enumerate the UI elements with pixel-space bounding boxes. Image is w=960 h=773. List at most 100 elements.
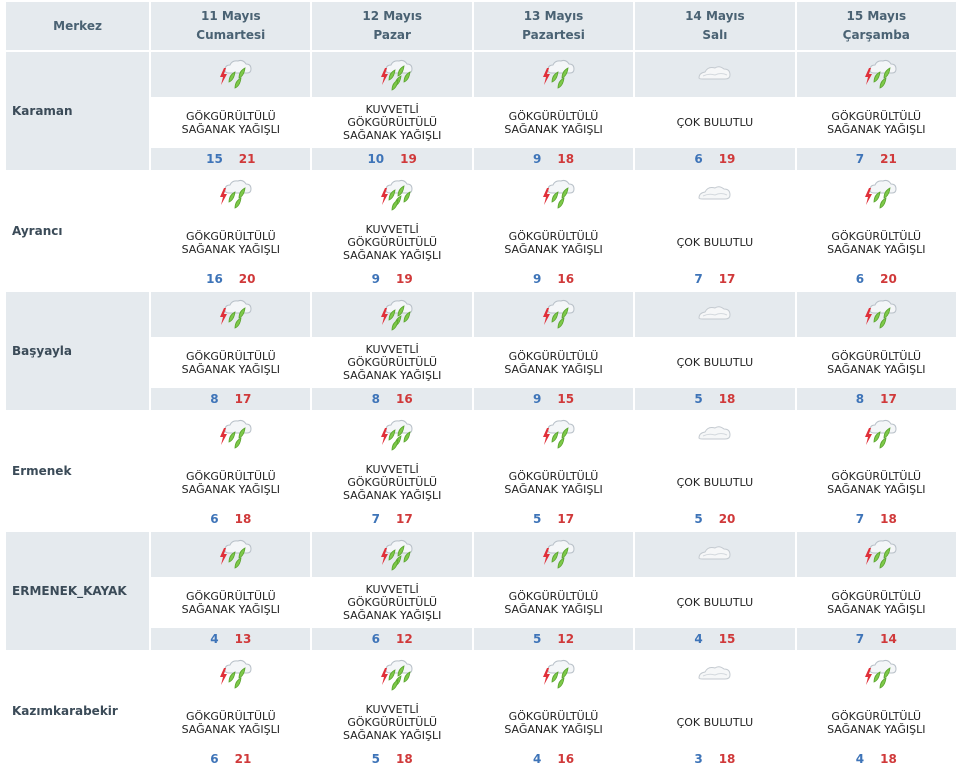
day-weekday: Pazartesi [522, 28, 585, 42]
condition-line: GÖKGÜRÜLTÜLÜ [185, 109, 276, 123]
min-temperature: 8 [210, 392, 219, 406]
day-header: 14 Mayıs Salı [635, 2, 795, 50]
weather-icon-box [151, 172, 311, 217]
min-temperature: 8 [371, 392, 380, 406]
forecast-cell: GÖKGÜRÜLTÜLÜ SAĞANAK YAĞIŞLI 6 20 [796, 172, 956, 290]
weather-icon-box [796, 172, 956, 217]
temperature-range: 5 12 [473, 628, 634, 650]
max-temperature: 19 [395, 272, 413, 286]
temperature-range: 8 16 [312, 388, 472, 410]
min-temperature: 7 [855, 512, 865, 526]
weather-icon-box [635, 52, 795, 97]
min-temperature: 5 [371, 752, 380, 766]
condition-text: GÖKGÜRÜLTÜLÜ SAĞANAK YAĞIŞLI [796, 697, 956, 748]
temperature-range: 4 18 [796, 748, 956, 770]
overcast-cloud-icon [698, 65, 731, 79]
condition-line: SAĞANAK YAĞIŞLI [504, 482, 603, 496]
temperature-range: 6 18 [151, 508, 311, 530]
heavy-thunderstorm-shower-icon [381, 59, 413, 91]
condition-line: ÇOK BULUTLU [676, 476, 754, 489]
condition-line: SAĞANAK YAĞIŞLI [181, 722, 280, 736]
weather-icon-box [151, 292, 311, 337]
max-temperature: 21 [238, 152, 256, 166]
condition-line: GÖKGÜRÜLTÜLÜ [347, 236, 437, 249]
condition-line: GÖKGÜRÜLTÜLÜ [831, 589, 922, 603]
weather-icon-box [151, 532, 311, 577]
min-temperature: 6 [371, 632, 380, 646]
condition-line: SAĞANAK YAĞIŞLI [827, 722, 926, 736]
condition-line: SAĞANAK YAĞIŞLI [342, 249, 442, 262]
max-temperature: 12 [395, 632, 413, 646]
condition-text: KUVVETLİ GÖKGÜRÜLTÜLÜ SAĞANAK YAĞIŞLI [312, 97, 472, 148]
day-weekday: Salı [702, 28, 728, 42]
heavy-thunderstorm-shower-icon [381, 179, 413, 211]
max-temperature: 17 [395, 512, 413, 526]
max-temperature: 16 [557, 752, 575, 766]
forecast-cell: GÖKGÜRÜLTÜLÜ SAĞANAK YAĞIŞLI 4 18 [796, 652, 956, 770]
forecast-cell: GÖKGÜRÜLTÜLÜ SAĞANAK YAĞIŞLI 5 12 [473, 532, 634, 650]
weather-icon-box [635, 652, 795, 697]
weather-icon-box [473, 172, 634, 217]
max-temperature: 17 [234, 392, 252, 406]
condition-line: SAĞANAK YAĞIŞLI [504, 242, 603, 256]
condition-text: KUVVETLİ GÖKGÜRÜLTÜLÜ SAĞANAK YAĞIŞLI [312, 577, 472, 628]
forecast-cell: KUVVETLİ GÖKGÜRÜLTÜLÜ SAĞANAK YAĞIŞLI 7 … [312, 412, 472, 530]
min-temperature: 8 [855, 392, 865, 406]
forecast-cell: GÖKGÜRÜLTÜLÜ SAĞANAK YAĞIŞLI 6 18 [151, 412, 311, 530]
city-name[interactable]: ERMENEK_KAYAK [6, 532, 150, 650]
city-name[interactable]: Ermenek [6, 412, 150, 530]
condition-text: GÖKGÜRÜLTÜLÜ SAĞANAK YAĞIŞLI [473, 697, 634, 748]
condition-line: SAĞANAK YAĞIŞLI [181, 362, 280, 376]
day-weekday: Cumartesi [196, 28, 266, 42]
thunderstorm-shower-icon [865, 299, 897, 329]
weather-icon-box [312, 172, 472, 217]
condition-line: GÖKGÜRÜLTÜLÜ [831, 469, 922, 483]
city-row: Ermenek GÖKGÜRÜLTÜLÜ SAĞANAK YAĞIŞLI 6 1… [6, 412, 956, 530]
forecast-cell: GÖKGÜRÜLTÜLÜ SAĞANAK YAĞIŞLI 4 16 [473, 652, 634, 770]
temperature-range: 7 18 [796, 508, 956, 530]
condition-line: KUVVETLİ [365, 343, 419, 356]
min-temperature: 5 [694, 392, 703, 406]
thunderstorm-shower-icon [219, 659, 252, 689]
thunderstorm-shower-icon [219, 179, 252, 209]
weather-icon-box [796, 652, 956, 697]
temperature-range: 4 16 [473, 748, 634, 770]
max-temperature: 21 [880, 152, 897, 166]
condition-line: SAĞANAK YAĞIŞLI [827, 242, 926, 256]
weather-icon-box [796, 532, 956, 577]
condition-line: GÖKGÜRÜLTÜLÜ [508, 229, 599, 243]
day-header: 12 Mayıs Pazar [312, 2, 472, 50]
forecast-cell: GÖKGÜRÜLTÜLÜ SAĞANAK YAĞIŞLI 16 20 [151, 172, 311, 290]
city-name[interactable]: Kazımkarabekir [6, 652, 150, 770]
weather-icon-box [312, 652, 472, 697]
condition-line: GÖKGÜRÜLTÜLÜ [347, 356, 437, 369]
city-name[interactable]: Ayrancı [6, 172, 150, 290]
temperature-range: 6 20 [796, 268, 956, 290]
forecast-cell: GÖKGÜRÜLTÜLÜ SAĞANAK YAĞIŞLI 9 16 [473, 172, 634, 290]
forecast-cell: KUVVETLİ GÖKGÜRÜLTÜLÜ SAĞANAK YAĞIŞLI 5 … [312, 652, 472, 770]
thunderstorm-shower-icon [542, 179, 575, 209]
thunderstorm-shower-icon [865, 539, 897, 569]
temperature-range: 9 15 [473, 388, 634, 410]
min-temperature: 4 [855, 752, 865, 766]
temperature-range: 5 18 [635, 388, 795, 410]
forecast-cell: ÇOK BULUTLU 5 20 [635, 412, 795, 530]
condition-text: ÇOK BULUTLU [635, 337, 795, 388]
thunderstorm-shower-icon [542, 539, 575, 569]
temperature-range: 16 20 [151, 268, 311, 290]
day-date: 14 Mayıs [685, 9, 745, 23]
thunderstorm-shower-icon [219, 419, 252, 449]
min-temperature: 9 [371, 272, 380, 286]
weather-icon-box [151, 52, 311, 97]
max-temperature: 20 [238, 272, 256, 286]
city-name[interactable]: Karaman [6, 52, 150, 170]
forecast-cell: GÖKGÜRÜLTÜLÜ SAĞANAK YAĞIŞLI 6 21 [151, 652, 311, 770]
condition-text: GÖKGÜRÜLTÜLÜ SAĞANAK YAĞIŞLI [796, 337, 956, 388]
forecast-cell: ÇOK BULUTLU 3 18 [635, 652, 795, 770]
forecast-cell: KUVVETLİ GÖKGÜRÜLTÜLÜ SAĞANAK YAĞIŞLI 10… [312, 52, 472, 170]
city-name[interactable]: Başyayla [6, 292, 150, 410]
min-temperature: 7 [371, 512, 380, 526]
heavy-thunderstorm-shower-icon [381, 659, 413, 691]
max-temperature: 20 [880, 272, 897, 286]
max-temperature: 18 [880, 512, 897, 526]
